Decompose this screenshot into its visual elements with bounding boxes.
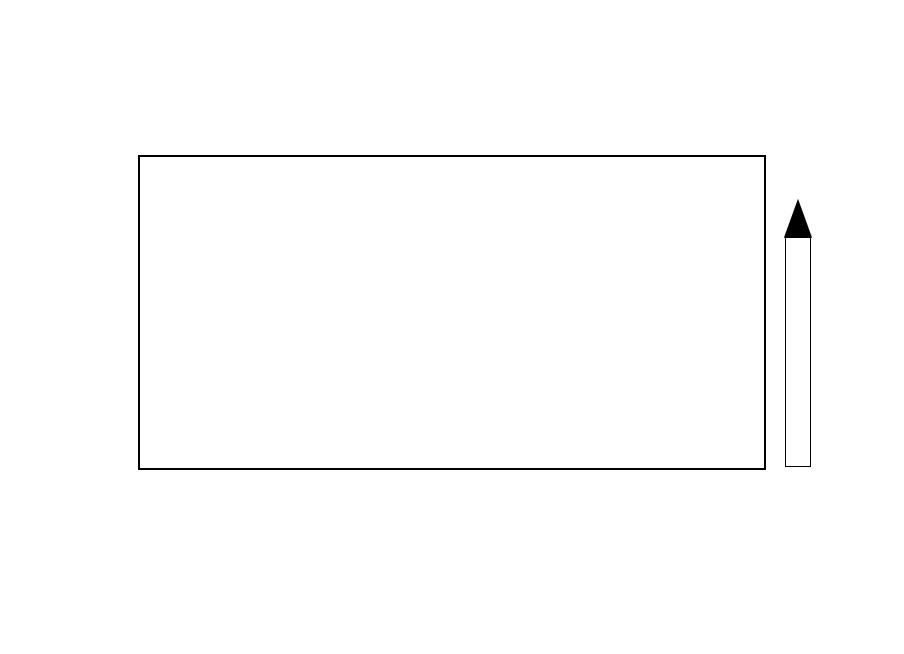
colorbar bbox=[785, 237, 811, 467]
heatmap-canvas bbox=[140, 157, 764, 468]
plot-frame bbox=[138, 155, 766, 470]
colorbar-arrow-icon bbox=[784, 199, 812, 238]
